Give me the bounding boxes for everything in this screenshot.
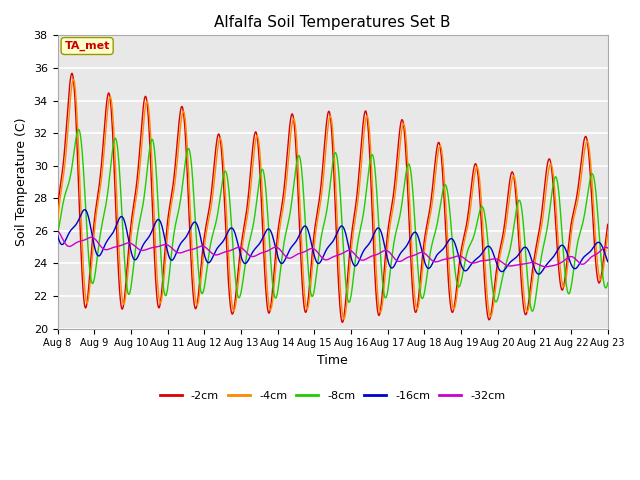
Y-axis label: Soil Temperature (C): Soil Temperature (C) [15,118,28,246]
Legend: -2cm, -4cm, -8cm, -16cm, -32cm: -2cm, -4cm, -8cm, -16cm, -32cm [156,386,510,405]
Title: Alfalfa Soil Temperatures Set B: Alfalfa Soil Temperatures Set B [214,15,451,30]
X-axis label: Time: Time [317,354,348,367]
Text: TA_met: TA_met [65,41,110,51]
